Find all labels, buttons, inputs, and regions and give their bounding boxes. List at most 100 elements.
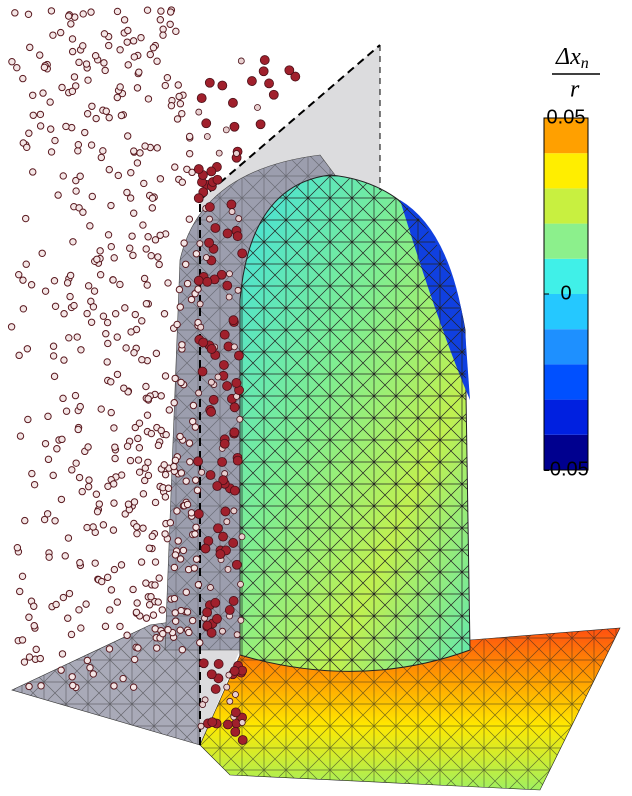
particle xyxy=(116,83,124,91)
particle xyxy=(188,616,197,625)
particle xyxy=(131,310,139,319)
particle xyxy=(29,168,37,176)
particle xyxy=(185,215,194,223)
particle xyxy=(19,74,27,83)
particle xyxy=(170,594,179,603)
particle xyxy=(167,101,176,110)
particle xyxy=(159,629,167,638)
particle xyxy=(147,593,155,601)
particle xyxy=(144,95,153,103)
particle xyxy=(133,599,141,607)
particle xyxy=(156,231,164,239)
particle xyxy=(67,630,76,639)
particle xyxy=(76,402,84,411)
particle xyxy=(219,438,230,449)
particle xyxy=(166,8,175,16)
particle xyxy=(171,163,179,171)
particle xyxy=(124,26,132,35)
particle xyxy=(196,240,204,248)
particle xyxy=(124,500,133,508)
particle xyxy=(140,179,148,188)
particle xyxy=(59,172,67,180)
particle xyxy=(195,108,203,116)
particle xyxy=(202,276,213,287)
particle xyxy=(87,318,96,326)
particle xyxy=(37,682,45,690)
particle xyxy=(116,280,124,289)
particle xyxy=(223,683,231,691)
particle xyxy=(136,149,144,157)
particle xyxy=(228,538,239,548)
particle xyxy=(77,624,85,632)
particle xyxy=(111,310,120,318)
particle xyxy=(28,469,36,478)
particle xyxy=(75,473,84,482)
particle xyxy=(46,98,54,106)
particle xyxy=(68,466,76,474)
particle xyxy=(230,507,238,515)
particle xyxy=(157,7,165,15)
particle xyxy=(230,343,238,351)
particle xyxy=(99,312,108,320)
particle xyxy=(206,669,217,680)
particle xyxy=(145,544,154,552)
particle xyxy=(143,281,151,289)
particle xyxy=(91,52,100,60)
particle xyxy=(21,214,30,223)
particle xyxy=(187,295,196,304)
particle xyxy=(105,165,113,174)
particle xyxy=(164,279,172,287)
particle xyxy=(113,7,122,16)
particle xyxy=(197,323,205,331)
particle xyxy=(98,577,106,586)
particle xyxy=(72,187,80,195)
particle xyxy=(193,456,203,467)
particle xyxy=(143,411,152,419)
particle xyxy=(229,485,240,496)
color-level xyxy=(544,258,588,294)
particle xyxy=(226,697,234,705)
particle xyxy=(135,444,144,452)
particle xyxy=(204,237,214,248)
particle xyxy=(237,57,245,65)
particle xyxy=(183,279,192,288)
particle xyxy=(27,281,36,289)
particle xyxy=(46,125,55,133)
particle xyxy=(30,602,38,610)
particle xyxy=(138,317,146,325)
particle xyxy=(141,476,149,485)
particle xyxy=(144,233,152,241)
particle xyxy=(212,613,222,624)
particle xyxy=(202,254,210,261)
particle xyxy=(258,66,269,77)
particle xyxy=(51,302,60,310)
particle xyxy=(224,605,235,615)
particle xyxy=(206,406,217,417)
particle xyxy=(206,344,217,354)
particle xyxy=(208,394,219,405)
particle xyxy=(87,141,96,149)
particle xyxy=(139,524,147,532)
particle xyxy=(134,644,142,652)
particle xyxy=(130,349,138,357)
particle xyxy=(90,287,99,295)
particle xyxy=(16,432,25,440)
particle xyxy=(220,506,231,517)
particle xyxy=(180,239,188,247)
gray-floor-mesh xyxy=(12,618,200,745)
particle xyxy=(50,277,59,285)
particle xyxy=(60,310,68,318)
particle xyxy=(30,480,39,489)
particle xyxy=(229,121,240,132)
particle xyxy=(26,43,34,52)
particle xyxy=(172,27,180,36)
particle xyxy=(183,608,192,616)
particle xyxy=(154,253,162,261)
particle xyxy=(212,174,223,185)
particle xyxy=(18,572,27,581)
particle xyxy=(113,93,121,102)
particle xyxy=(29,91,37,99)
particle xyxy=(171,551,180,559)
particle xyxy=(49,471,57,480)
